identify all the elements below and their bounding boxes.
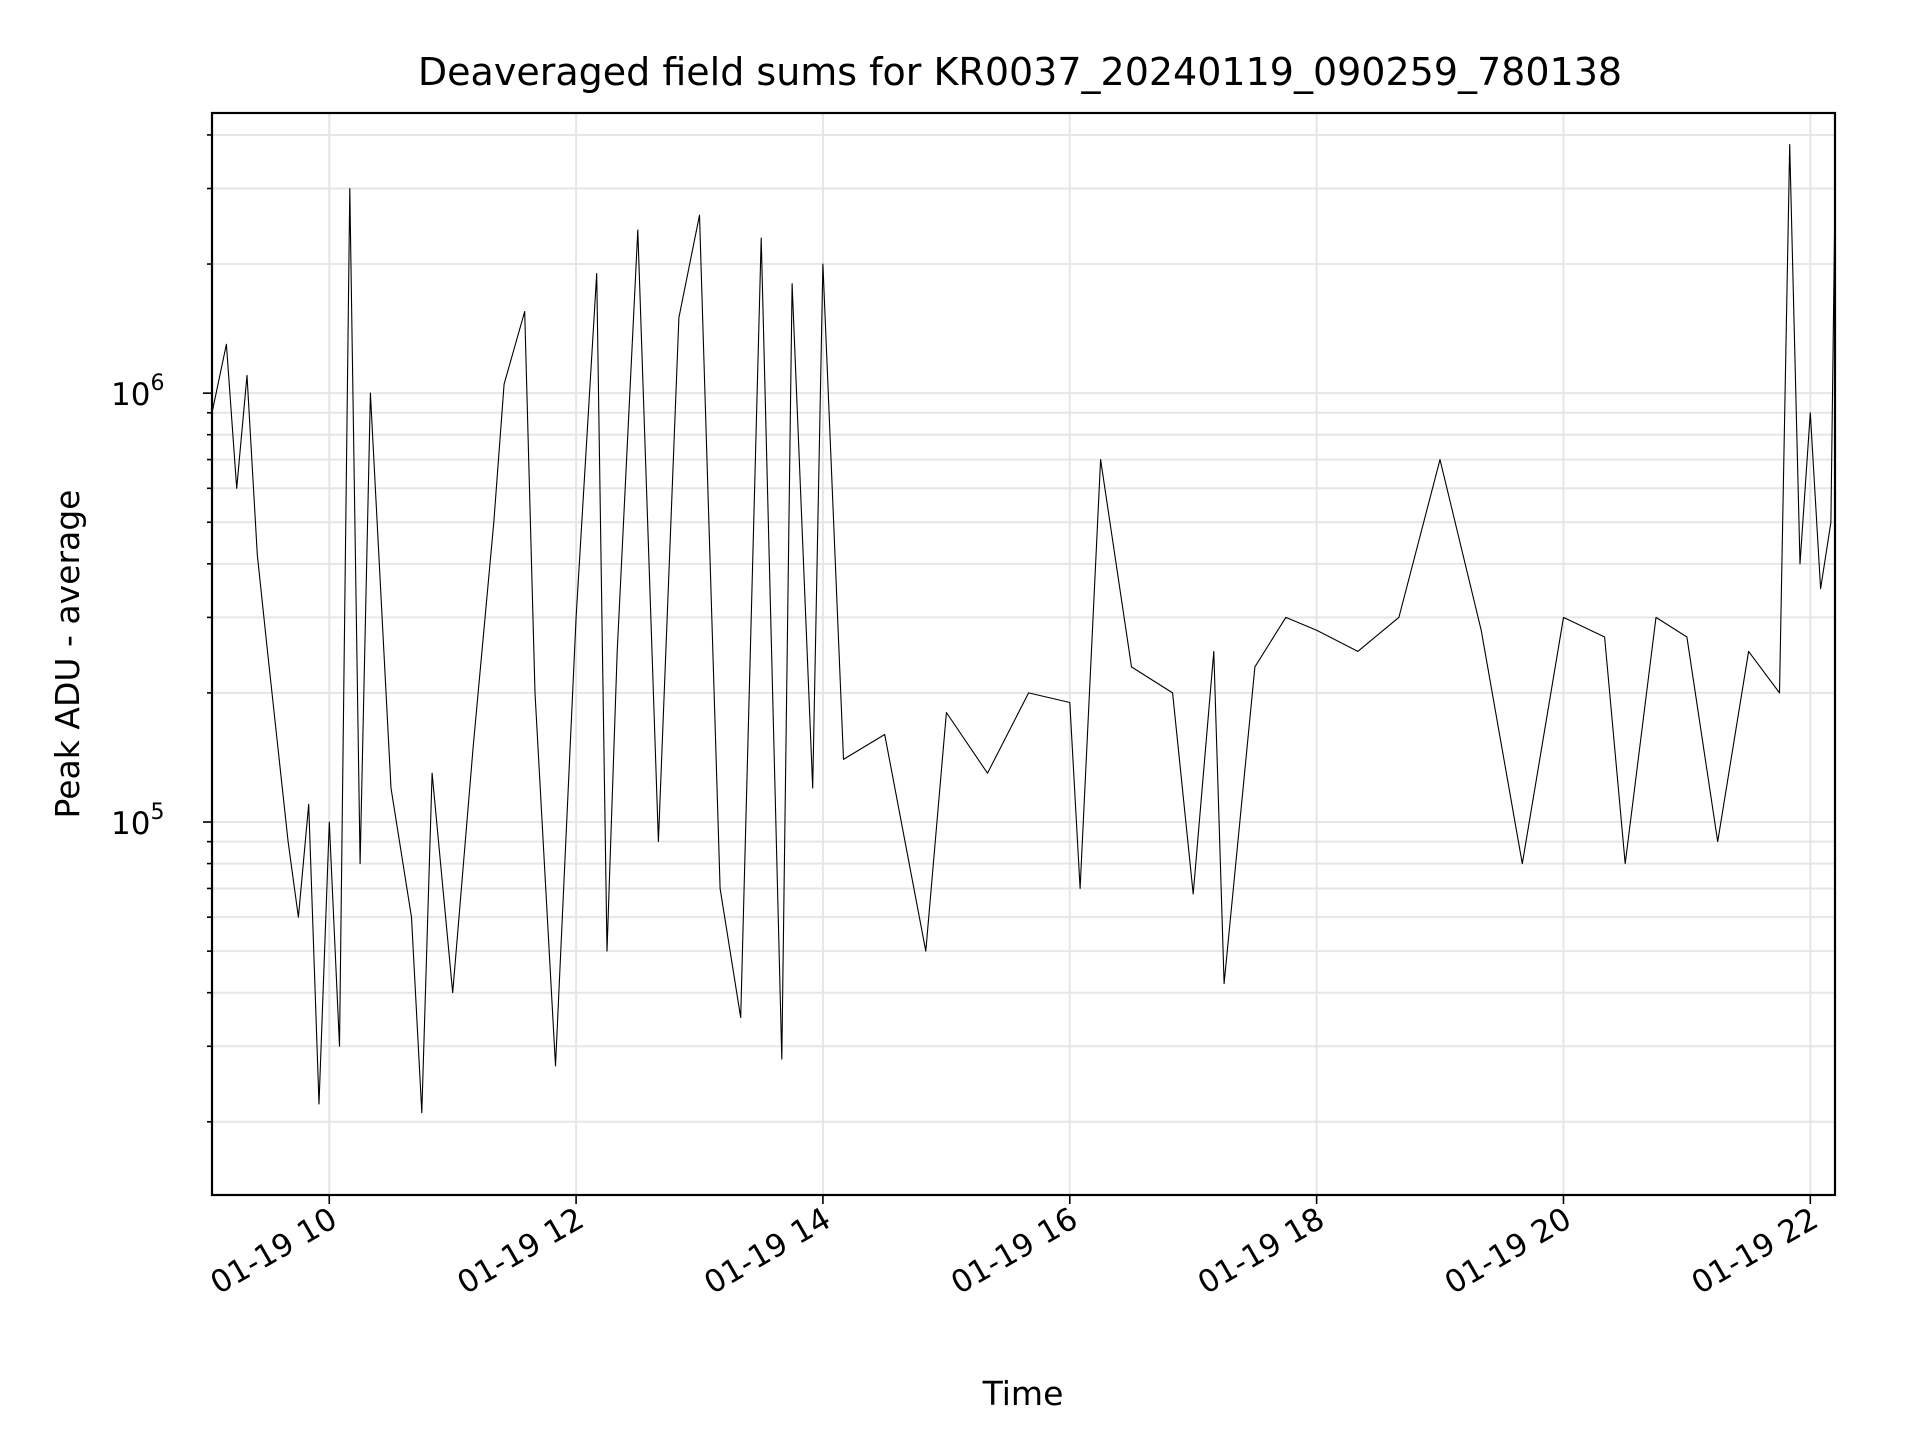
y-tick-exponent: 6 <box>150 371 164 396</box>
y-tick-exponent: 5 <box>150 800 164 825</box>
x-tick-label: 01-19 16 <box>945 1201 1084 1302</box>
plot-frame <box>210 111 1837 1197</box>
series-line <box>211 143 1836 1114</box>
x-axis: 01-19 10 01-19 12 01-19 14 01-19 16 01-19 18… <box>205 1195 1825 1302</box>
x-tick-label: 01-19 18 <box>1192 1201 1331 1302</box>
y-axis: 105 106 <box>111 134 212 1123</box>
x-tick-label: 01-19 10 <box>205 1201 344 1302</box>
x-axis-label: Time <box>982 1374 1064 1413</box>
x-tick-label: 01-19 22 <box>1686 1201 1825 1302</box>
y-axis-label: Peak ADU - average <box>48 490 87 819</box>
x-tick-label: 01-19 12 <box>451 1201 590 1302</box>
x-tick-label: 01-19 20 <box>1439 1201 1578 1302</box>
chart-title: Deaveraged field sums for KR0037_2024011… <box>418 50 1622 94</box>
y-tick-label: 105 <box>111 800 164 842</box>
grid <box>212 113 1835 1195</box>
y-tick-label: 106 <box>111 371 164 413</box>
x-tick-label: 01-19 14 <box>698 1201 837 1302</box>
